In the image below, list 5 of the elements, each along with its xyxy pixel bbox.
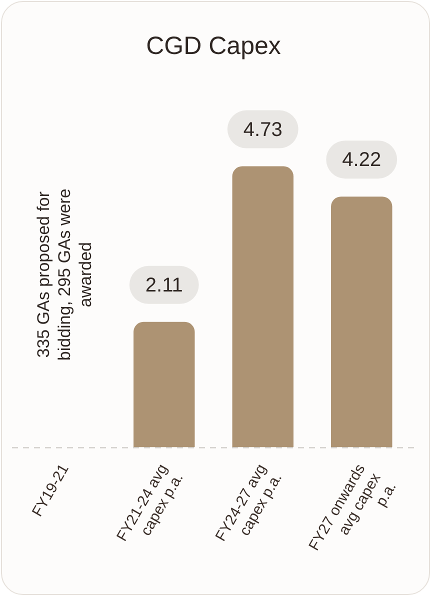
data-label: 2.11 [145, 274, 183, 296]
data-label: 4.22 [342, 149, 382, 172]
data-label: 4.73 [243, 118, 282, 141]
annotation: 335 GAs proposed for bidding, 295 GAs were awarded [34, 188, 96, 361]
chart-title: CGD Capex [146, 32, 282, 60]
